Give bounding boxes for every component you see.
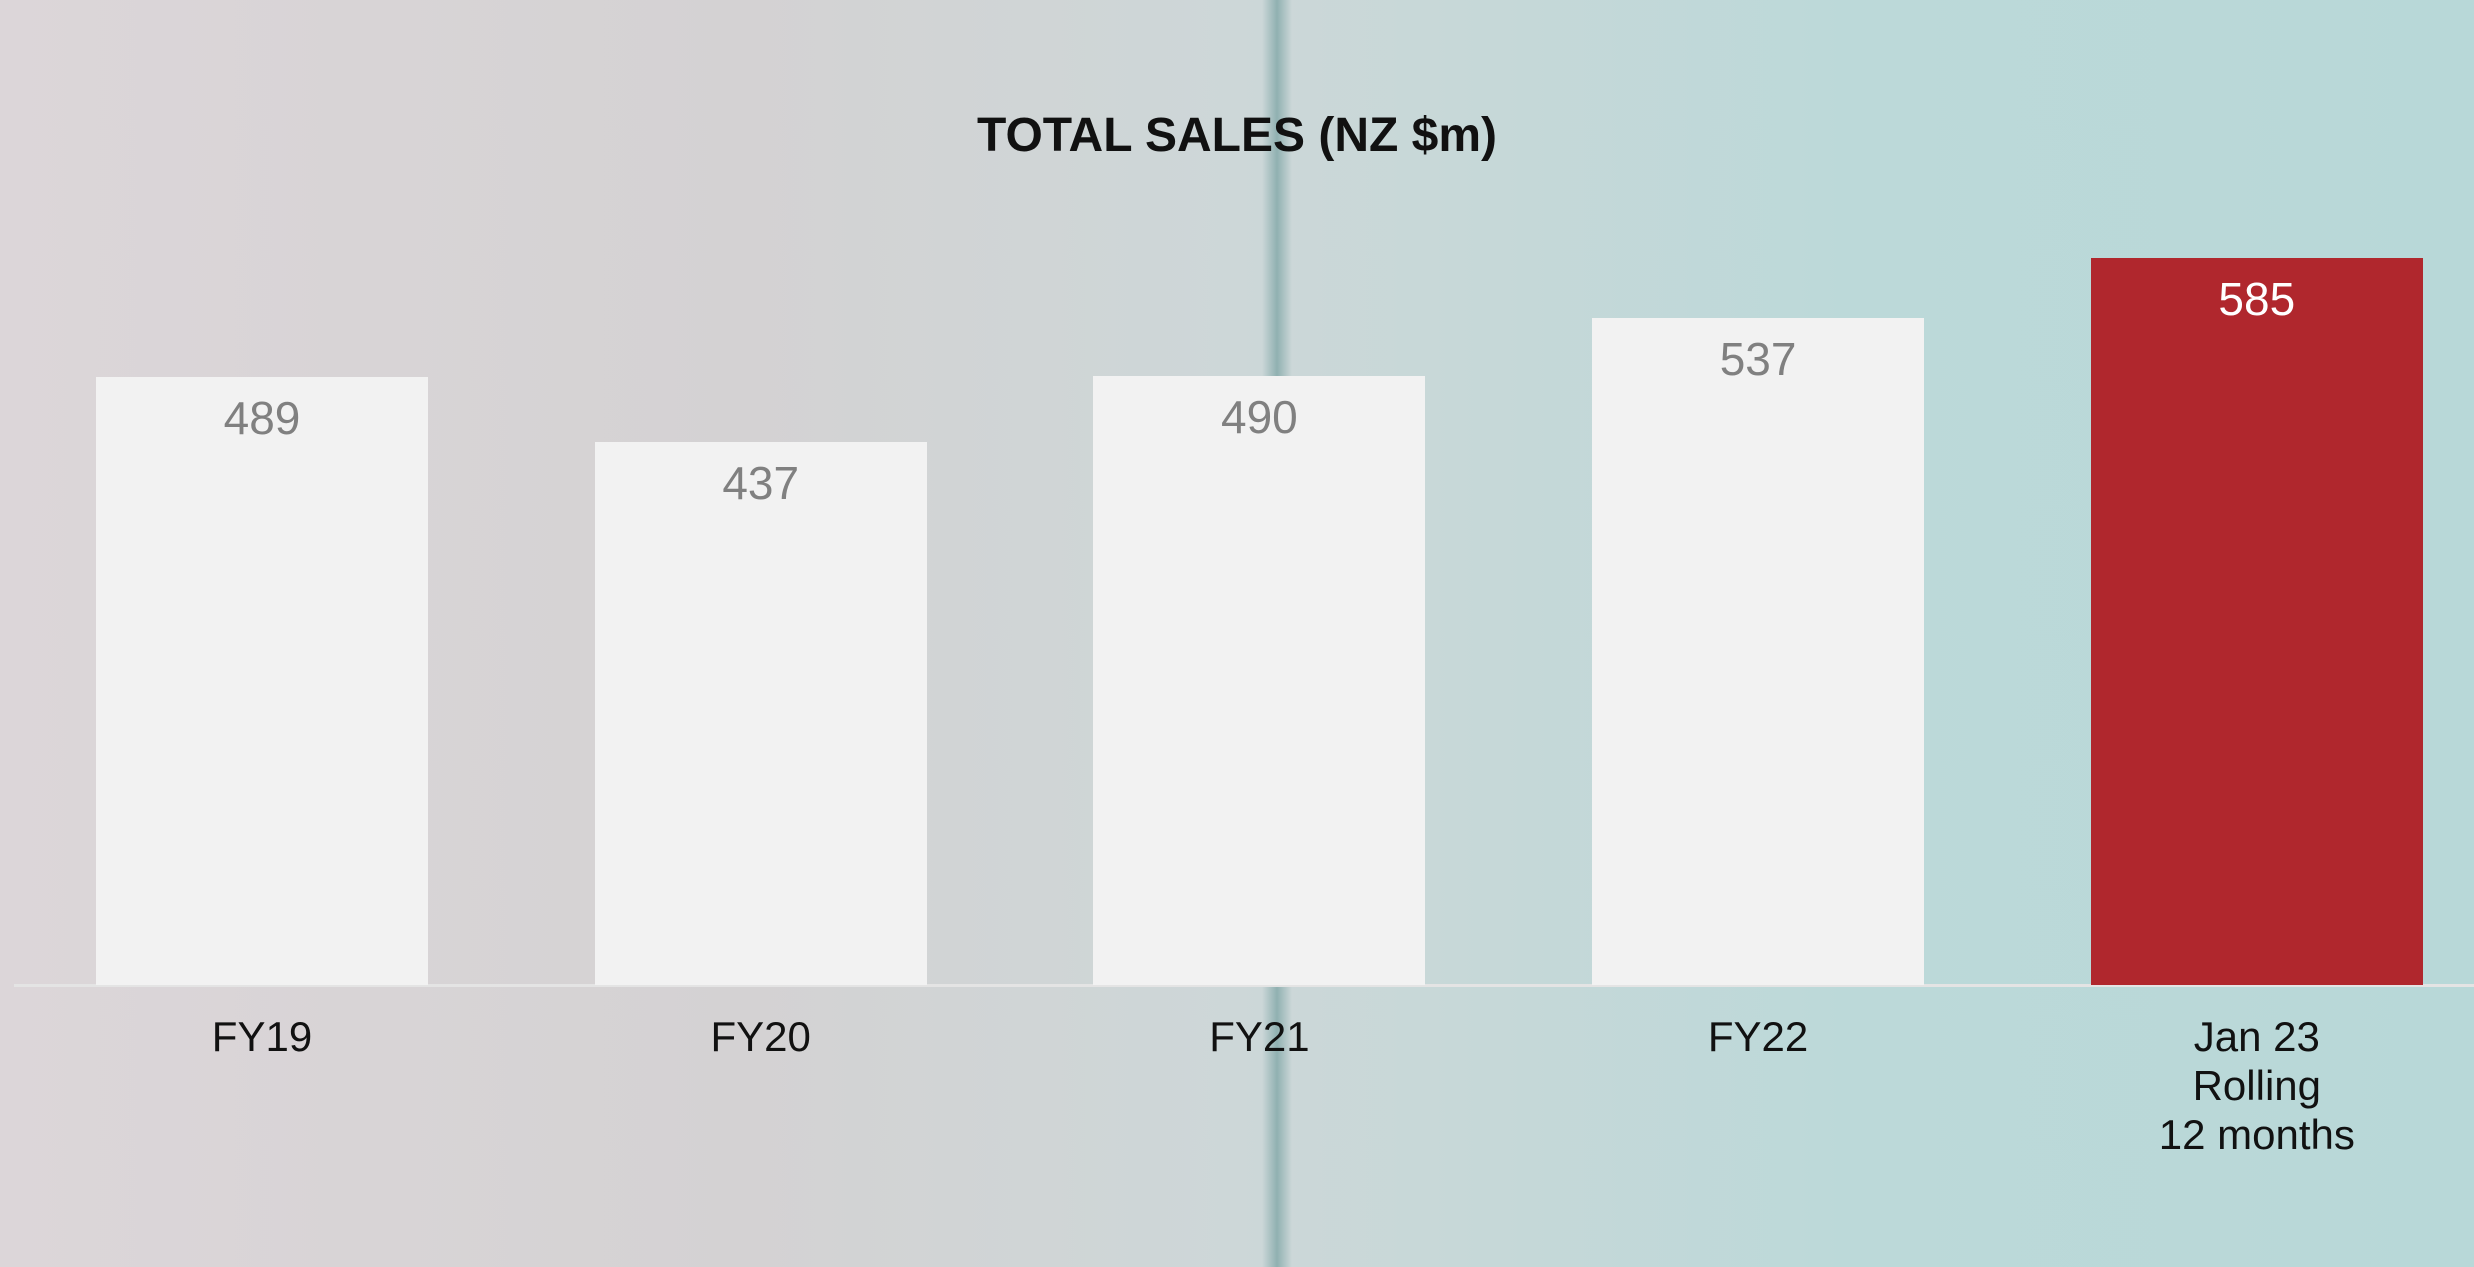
value-label: 437 [595, 456, 927, 510]
x-tick-label: Jan 23 Rolling 12 months [2057, 1012, 2457, 1159]
bar [1093, 376, 1425, 985]
x-tick-label: FY21 [1059, 1012, 1459, 1061]
bar [1592, 318, 1924, 985]
x-tick-label: FY20 [561, 1012, 961, 1061]
value-label: 489 [96, 391, 428, 445]
bar [96, 377, 428, 985]
value-label: 585 [2091, 272, 2423, 326]
chart: TOTAL SALES (NZ $m) 489 FY19 437 FY20 490 FY2… [0, 0, 2474, 1267]
bar [595, 442, 927, 985]
chart-title: TOTAL SALES (NZ $m) [0, 108, 2474, 163]
x-tick-label: FY19 [62, 1012, 462, 1061]
value-label: 490 [1093, 390, 1425, 444]
bar [2091, 258, 2423, 985]
x-tick-label: FY22 [1558, 1012, 1958, 1061]
value-label: 537 [1592, 332, 1924, 386]
